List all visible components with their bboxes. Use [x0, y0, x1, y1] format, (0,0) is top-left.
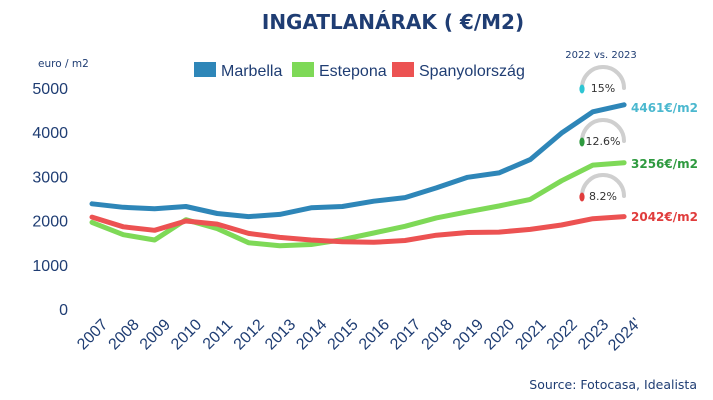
x-tick-label: 2023: [575, 316, 612, 353]
comparison-label: 2022 vs. 2023: [565, 50, 637, 61]
x-tick-label: 2008: [106, 316, 143, 353]
x-tick-label: 2019: [450, 316, 487, 353]
legend-label: Estepona: [319, 63, 387, 80]
x-tick-label: 2010: [168, 316, 205, 353]
comparison-panel: 2022 vs. 2023 15% 4461€/m2 12.6% 3256€/m2 8.…: [565, 50, 698, 224]
y-tick-label: 0: [59, 302, 68, 319]
x-tick-label: 2024': [605, 315, 644, 354]
percent-change: 15%: [591, 82, 615, 95]
gauge-indicator: [579, 137, 585, 147]
y-tick-label: 5000: [32, 81, 68, 98]
y-axis-unit: euro / m2: [38, 58, 89, 70]
x-tick-label: 2014: [293, 316, 330, 353]
y-tick-label: 1000: [32, 258, 68, 275]
legend-label: Marbella: [221, 63, 282, 80]
end-value-label: 3256€/m2: [631, 157, 698, 171]
gauge-track: [580, 65, 626, 90]
legend-swatch: [194, 62, 216, 77]
percent-change: 12.6%: [586, 135, 621, 148]
x-tick-label: 2020: [481, 316, 518, 353]
x-tick-label: 2012: [231, 316, 268, 353]
x-axis: 2007200820092010201120122013201420152016…: [74, 315, 644, 354]
x-tick-label: 2015: [325, 316, 362, 353]
series-lines: [89, 102, 627, 249]
legend: Marbella Estepona Spanyolország: [194, 62, 525, 80]
y-tick-label: 3000: [32, 169, 68, 186]
percent-change: 8.2%: [589, 190, 617, 203]
series-line-spanyolorsz-g: [89, 214, 627, 245]
x-tick-label: 2011: [200, 317, 236, 353]
end-value-label: 4461€/m2: [631, 101, 698, 115]
legend-swatch: [292, 62, 314, 77]
x-tick-label: 2007: [74, 316, 111, 353]
gauge-indicator: [579, 192, 585, 202]
legend-label: Spanyolország: [419, 63, 525, 80]
x-tick-label: 2021: [512, 316, 549, 353]
source-note: Source: Fotocasa, Idealista: [529, 377, 697, 392]
y-tick-label: 2000: [32, 214, 68, 231]
x-tick-label: 2022: [544, 316, 581, 353]
x-tick-label: 2018: [419, 316, 456, 353]
end-value-label: 2042€/m2: [631, 210, 698, 224]
series-line-marbella: [89, 102, 627, 220]
x-tick-label: 2017: [387, 316, 424, 353]
gauge-indicator: [579, 84, 585, 94]
y-axis: 0 1000 2000 3000 4000 5000: [32, 81, 68, 319]
x-tick-label: 2013: [262, 316, 299, 353]
x-tick-label: 2009: [137, 316, 174, 353]
chart-title: INGATLANÁRAK ( €/M2): [262, 10, 524, 34]
x-tick-label: 2016: [356, 316, 393, 353]
y-tick-label: 4000: [32, 125, 68, 142]
legend-swatch: [392, 62, 414, 77]
gauge-track: [580, 118, 626, 143]
gauge-track: [580, 173, 626, 198]
